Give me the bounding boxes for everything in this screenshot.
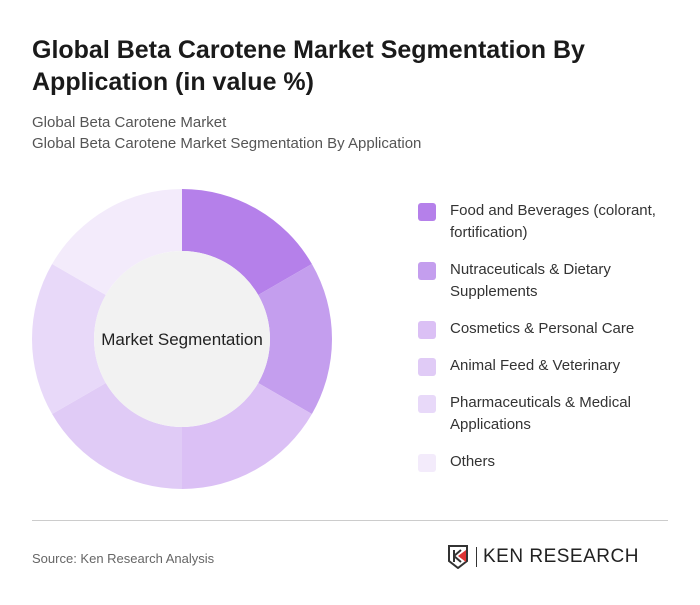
- center-label: Market Segmentation: [101, 330, 263, 349]
- legend-item[interactable]: Pharmaceuticals & Medical Applications: [418, 392, 678, 436]
- legend-item[interactable]: Food and Beverages (colorant, fortificat…: [418, 200, 678, 244]
- ken-research-logo-icon: [448, 545, 468, 569]
- legend-swatch: [418, 358, 436, 376]
- divider: [32, 520, 668, 521]
- legend-label: Cosmetics & Personal Care: [450, 320, 635, 337]
- subtitle-segmentation: Global Beta Carotene Market Segmentation…: [32, 135, 422, 152]
- legend-label: Nutraceuticals & Dietary Supplements: [450, 261, 611, 300]
- legend-swatch: [418, 262, 436, 280]
- chart-title: Global Beta Carotene Market Segmentation…: [32, 36, 585, 96]
- legend: Food and Beverages (colorant, fortificat…: [418, 200, 678, 488]
- legend-label: Animal Feed & Veterinary: [450, 357, 621, 374]
- legend-swatch: [418, 321, 436, 339]
- ken-research-logo: KEN RESEARCH: [448, 545, 639, 569]
- donut-slice-5[interactable]: [32, 264, 106, 414]
- donut-center: [94, 251, 270, 427]
- donut-slice-1[interactable]: [182, 189, 312, 295]
- legend-label: Food and Beverages (colorant, fortificat…: [450, 202, 656, 241]
- donut-slice-4[interactable]: [52, 383, 182, 489]
- source-note: Source: Ken Research Analysis: [32, 551, 215, 566]
- donut-slice-3[interactable]: [182, 383, 312, 489]
- donut-slice-2[interactable]: [258, 264, 332, 414]
- legend-label: Pharmaceuticals & Medical Applications: [450, 394, 631, 433]
- legend-item[interactable]: Animal Feed & Veterinary: [418, 355, 678, 377]
- subtitle-market: Global Beta Carotene Market: [32, 114, 227, 131]
- legend-item[interactable]: Nutraceuticals & Dietary Supplements: [418, 259, 678, 303]
- legend-label: Others: [450, 453, 496, 470]
- legend-swatch: [418, 203, 436, 221]
- legend-swatch: [418, 454, 436, 472]
- logo-text: KEN RESEARCH: [476, 547, 639, 567]
- legend-swatch: [418, 395, 436, 413]
- donut-chart: Market Segmentation: [32, 189, 332, 489]
- legend-item[interactable]: Cosmetics & Personal Care: [418, 318, 678, 340]
- donut-slice-6[interactable]: [52, 189, 182, 295]
- legend-item[interactable]: Others: [418, 451, 678, 473]
